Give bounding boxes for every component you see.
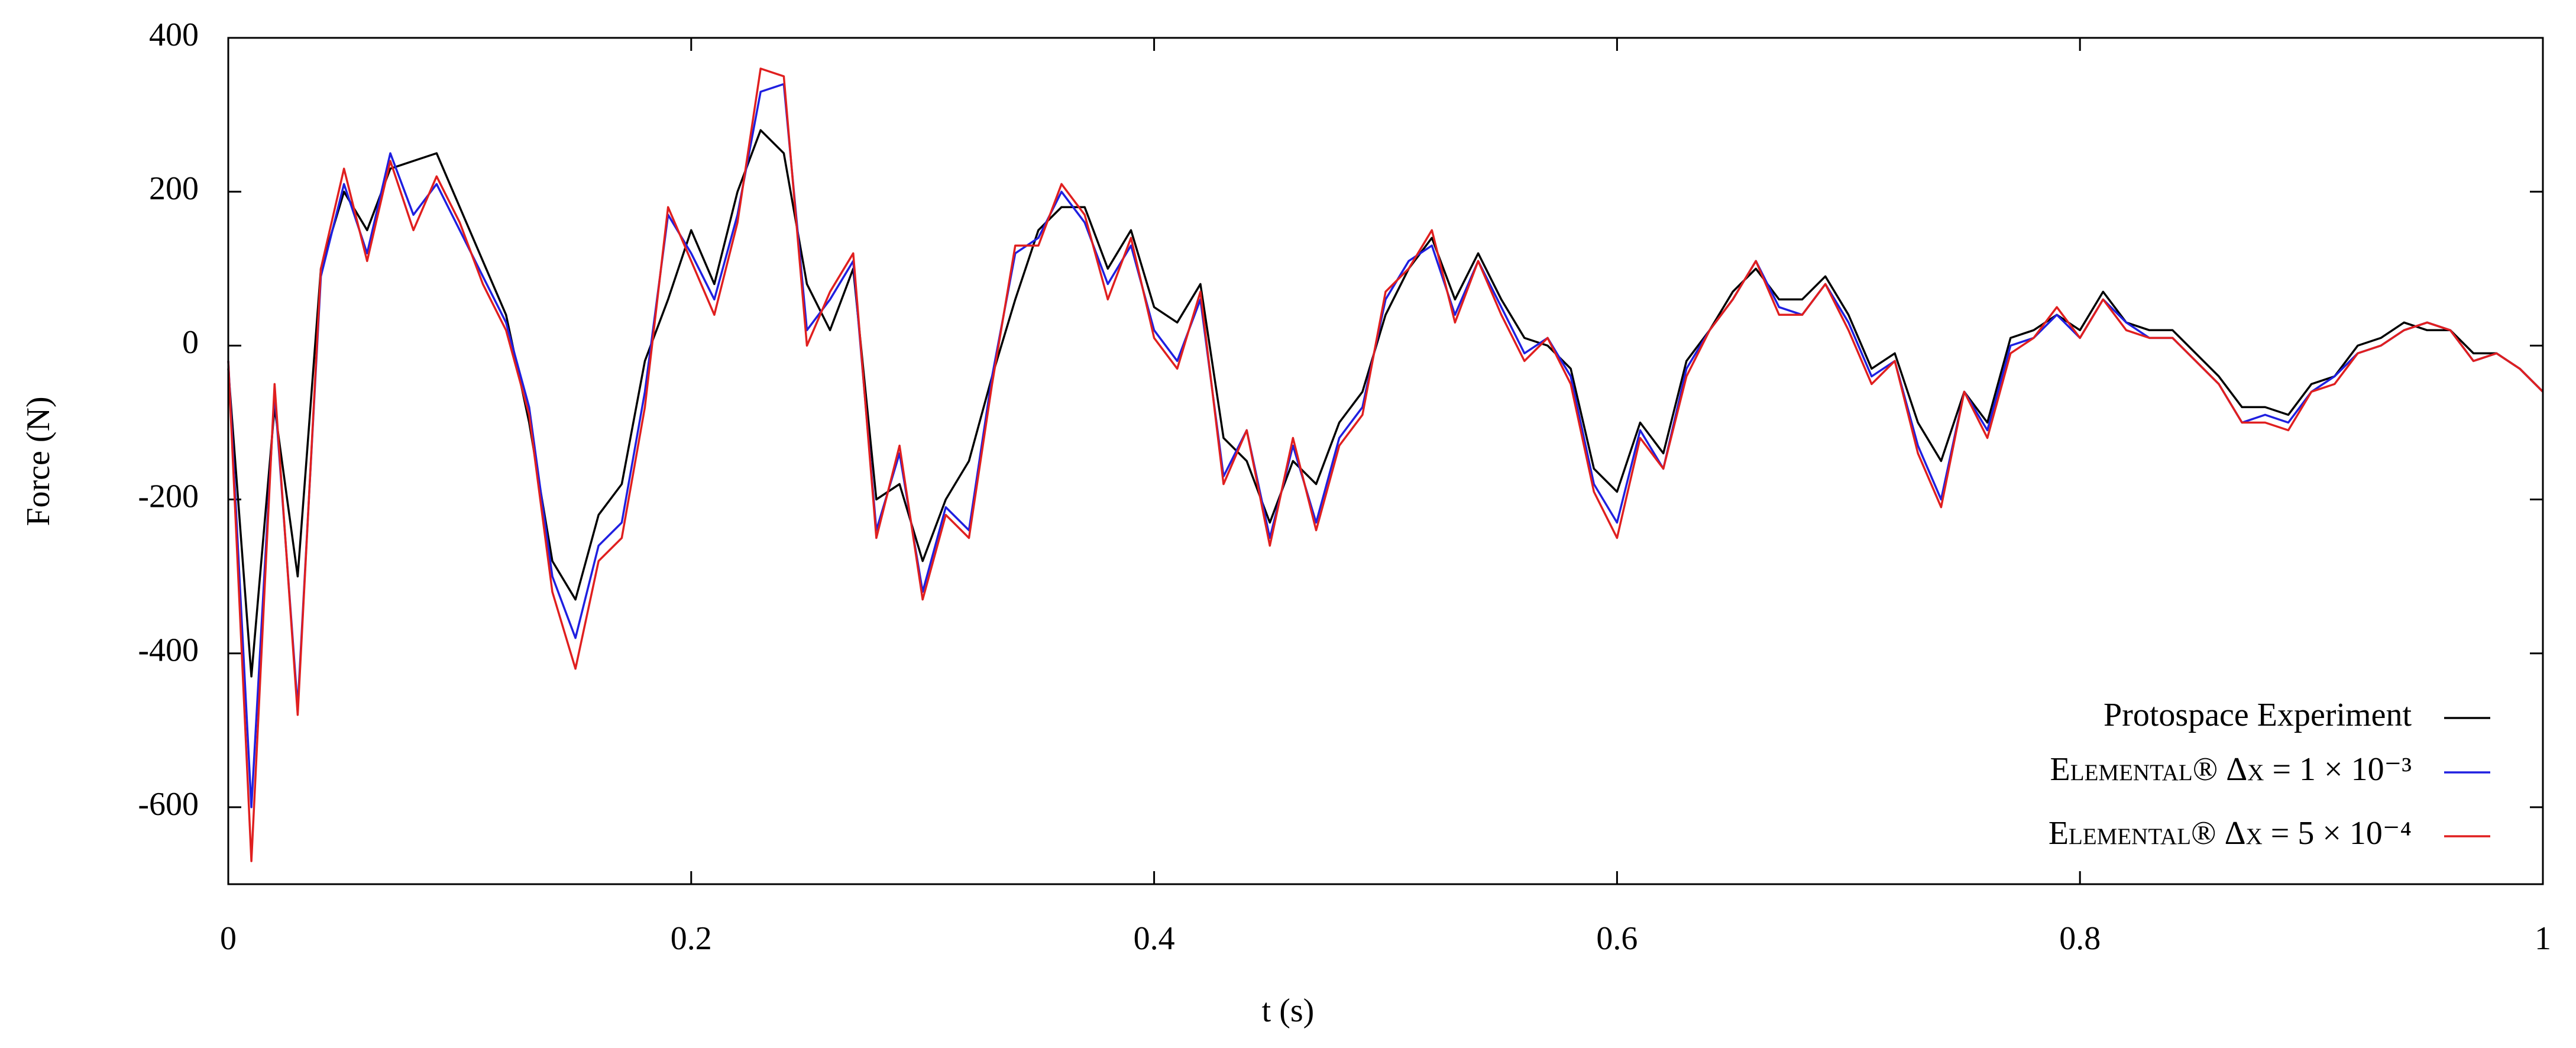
x-tick-label: 0 [220, 920, 237, 957]
legend-label: Elemental® Δx = 1 × 10⁻³ [2050, 751, 2412, 788]
x-tick-label: 0.4 [1134, 920, 1175, 957]
y-axis-label: Force (N) [20, 396, 57, 526]
legend-label: Protospace Experiment [2103, 697, 2412, 733]
x-tick-label: 1 [2535, 920, 2551, 957]
y-tick-label: 0 [182, 324, 199, 361]
legend-label: Elemental® Δx = 5 × 10⁻⁴ [2048, 815, 2412, 852]
y-tick-label: 200 [149, 170, 199, 207]
x-axis-label: t (s) [1262, 992, 1315, 1029]
series-line [227, 67, 2544, 862]
x-tick-label: 0.6 [1596, 920, 1637, 957]
plot-frame [227, 37, 2544, 885]
y-tick-label: -200 [138, 478, 199, 515]
y-tick-label: -600 [138, 786, 199, 823]
series-line [227, 129, 2544, 678]
x-tick-label: 0.8 [2059, 920, 2101, 957]
x-tick-label: 0.2 [671, 920, 712, 957]
y-tick-label: 400 [149, 17, 199, 53]
y-tick-label: -400 [138, 632, 199, 669]
